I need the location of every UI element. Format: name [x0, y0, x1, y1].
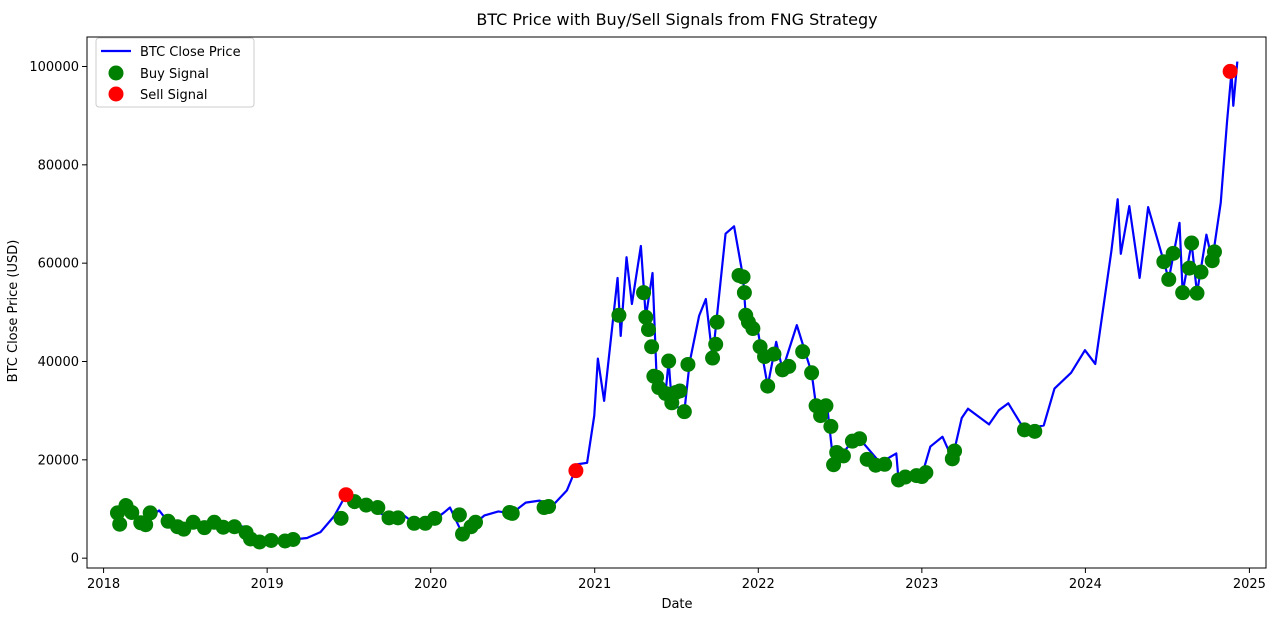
legend-label: Buy Signal	[140, 67, 209, 82]
x-tick-label: 2021	[578, 577, 611, 592]
x-tick-label: 2018	[87, 577, 120, 592]
buy-signal-marker	[215, 519, 231, 535]
buy-signal-marker	[640, 322, 656, 338]
legend-buy-swatch	[108, 65, 124, 81]
buy-signal-marker	[1175, 285, 1191, 301]
buy-signal-marker	[636, 285, 652, 301]
buy-signal-marker	[285, 531, 301, 547]
legend-sell-swatch	[108, 86, 124, 102]
buy-signal-marker	[263, 532, 279, 548]
buy-signal-marker	[877, 456, 893, 472]
y-tick-label: 100000	[29, 60, 79, 75]
y-tick-label: 0	[71, 552, 79, 567]
buy-signal-marker	[736, 285, 752, 301]
buy-signal-marker	[708, 336, 724, 352]
y-tick-label: 60000	[38, 257, 79, 272]
buy-signal-marker	[1189, 285, 1205, 301]
buy-signal-marker	[705, 350, 721, 366]
y-tick-label: 80000	[38, 158, 79, 173]
plot-frame	[86, 36, 1267, 569]
buy-signal-marker	[124, 504, 140, 520]
buy-signal-marker	[760, 378, 776, 394]
buy-signal-marker	[142, 505, 158, 521]
sell-signal-marker	[1222, 63, 1238, 79]
x-tick-label: 2024	[1069, 577, 1102, 592]
x-tick-label: 2022	[742, 577, 775, 592]
legend-box	[95, 37, 255, 108]
buy-signal-marker	[138, 517, 154, 533]
buy-signal-marker	[680, 356, 696, 372]
x-tick-label: 2020	[414, 577, 447, 592]
buy-signal-marker	[826, 457, 842, 473]
buy-signal-marker	[541, 499, 557, 515]
y-tick-label: 20000	[38, 453, 79, 468]
buy-signal-marker	[1206, 244, 1222, 260]
buy-signal-marker	[1184, 235, 1200, 251]
buy-signal-marker	[818, 398, 834, 414]
buy-signal-marker	[835, 448, 851, 464]
buy-signal-marker	[1027, 423, 1043, 439]
buy-signal-marker	[226, 519, 242, 535]
buy-signal-marker	[468, 514, 484, 530]
y-axis-label: BTC Close Price (USD)	[6, 240, 21, 383]
legend-label: Sell Signal	[140, 88, 208, 103]
buy-signal-marker	[735, 269, 751, 285]
buy-signal-marker	[766, 346, 782, 362]
buy-signal-marker	[611, 307, 627, 323]
buy-signal-marker	[504, 505, 520, 521]
legend-label: BTC Close Price	[140, 45, 241, 60]
buy-signal-marker	[644, 339, 660, 355]
buy-signal-marker	[333, 510, 349, 526]
buy-signal-marker	[1165, 245, 1181, 261]
x-tick-label: 2019	[251, 577, 284, 592]
buy-signal-marker	[112, 516, 128, 532]
buy-signal-marker	[672, 383, 688, 399]
buy-signal-marker	[795, 344, 811, 360]
buy-signal-marker	[185, 514, 201, 530]
buy-signal-marker	[1161, 271, 1177, 287]
buy-signal-marker	[709, 314, 725, 330]
btc-close-price-line	[116, 61, 1239, 544]
buy-signal-marker	[823, 418, 839, 434]
buy-signal-marker	[358, 497, 374, 513]
x-axis-label: Date	[661, 597, 692, 612]
buy-signal-marker	[1193, 264, 1209, 280]
sell-signal-marker	[338, 487, 354, 503]
buy-signal-marker	[1181, 260, 1197, 276]
x-tick-label: 2025	[1233, 577, 1266, 592]
buy-signal-marker	[390, 510, 406, 526]
buy-signal-marker	[252, 534, 268, 550]
buy-signal-marker	[781, 358, 797, 374]
buy-signal-marker	[918, 465, 934, 481]
axes: 2018 2019 2020 2021 2022 2023 2024 2025 0 20000 40…	[29, 36, 1267, 592]
buy-signal-marker	[406, 515, 422, 531]
legend: BTC Close Price Buy Signal Sell Signal	[95, 37, 255, 108]
buy-signal-marker	[745, 321, 761, 337]
y-tick-label: 40000	[38, 355, 79, 370]
buy-signal-marker	[852, 431, 868, 447]
buy-signal-marker	[451, 507, 467, 523]
buy-signal-marker	[370, 500, 386, 516]
x-tick-label: 2023	[905, 577, 938, 592]
chart-title: BTC Price with Buy/Sell Signals from FNG…	[476, 10, 877, 29]
buy-signal-marker	[676, 404, 692, 420]
sell-signal-marker	[568, 463, 584, 479]
buy-signal-marker	[947, 443, 963, 459]
buy-signal-marker	[661, 353, 677, 369]
buy-signal-marker	[427, 510, 443, 526]
buy-signal-marker	[804, 365, 820, 381]
buy-signal-marker	[897, 469, 913, 485]
buy-signal-marker	[638, 309, 654, 325]
plot-area	[109, 61, 1239, 550]
